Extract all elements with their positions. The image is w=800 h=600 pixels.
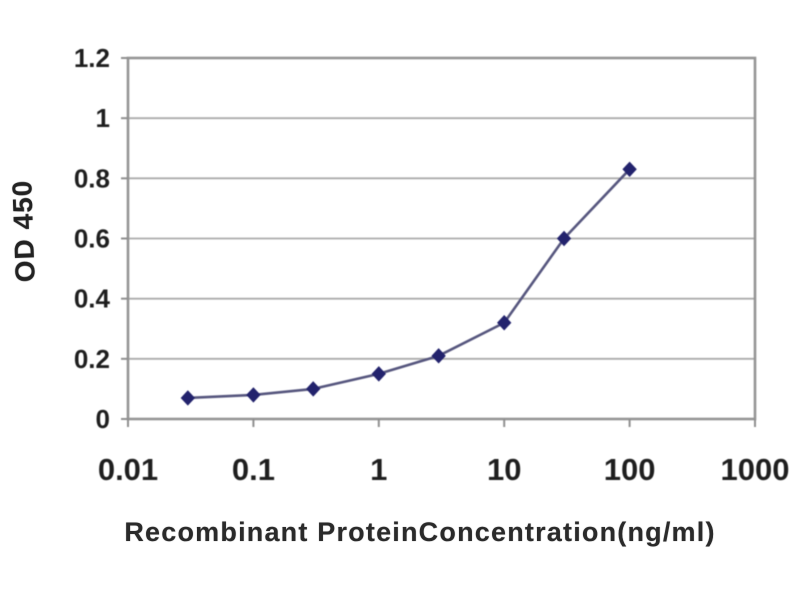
data-point-marker <box>246 387 261 403</box>
x-tick-label: 1000 <box>721 452 790 487</box>
data-point-marker <box>431 348 446 364</box>
data-point-marker <box>306 381 321 397</box>
y-tick-label: 1 <box>96 103 110 133</box>
x-tick-label: 1 <box>370 452 387 487</box>
data-point-marker <box>180 390 196 406</box>
y-tick-label: 1.2 <box>74 43 110 73</box>
x-tick-label: 100 <box>604 452 656 487</box>
y-tick-label: 0.8 <box>74 163 110 193</box>
y-tick-label: 0 <box>96 404 110 434</box>
y-tick-label: 0.2 <box>74 344 110 374</box>
data-point-marker <box>497 314 512 331</box>
x-tick-label: 0.1 <box>232 452 275 487</box>
y-tick-label: 0.6 <box>74 224 110 254</box>
x-tick-label: 10 <box>487 452 521 487</box>
data-point-marker <box>622 161 637 178</box>
data-point-marker <box>556 230 572 247</box>
y-axis-title: OD 450 <box>6 179 41 283</box>
x-axis-title: Recombinant ProteinConcentration(ng/ml) <box>124 517 716 547</box>
x-tick-label: 0.01 <box>98 452 158 487</box>
y-tick-label: 0.4 <box>74 284 111 314</box>
data-point-marker <box>371 366 386 382</box>
series-line <box>187 168 631 400</box>
